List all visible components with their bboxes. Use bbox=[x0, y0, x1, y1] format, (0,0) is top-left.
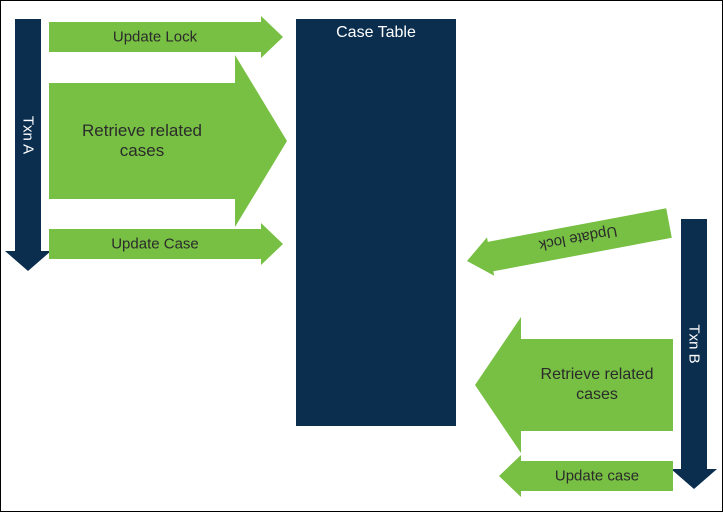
arrow-a-update-lock bbox=[49, 16, 283, 58]
arrow-b-update-case bbox=[499, 455, 673, 497]
arrow-b-update-lock bbox=[467, 208, 672, 275]
arrow-a-update-case bbox=[49, 223, 283, 265]
arrow-b-retrieve bbox=[475, 317, 673, 453]
arrow-a-retrieve bbox=[49, 55, 287, 227]
case-table-rect bbox=[296, 19, 456, 426]
diagram-svg bbox=[1, 1, 722, 511]
txn-b-arrow bbox=[671, 219, 717, 489]
txn-a-arrow bbox=[5, 19, 51, 271]
diagram-canvas: Case Table Txn A Txn B Update Lock Retri… bbox=[0, 0, 723, 512]
